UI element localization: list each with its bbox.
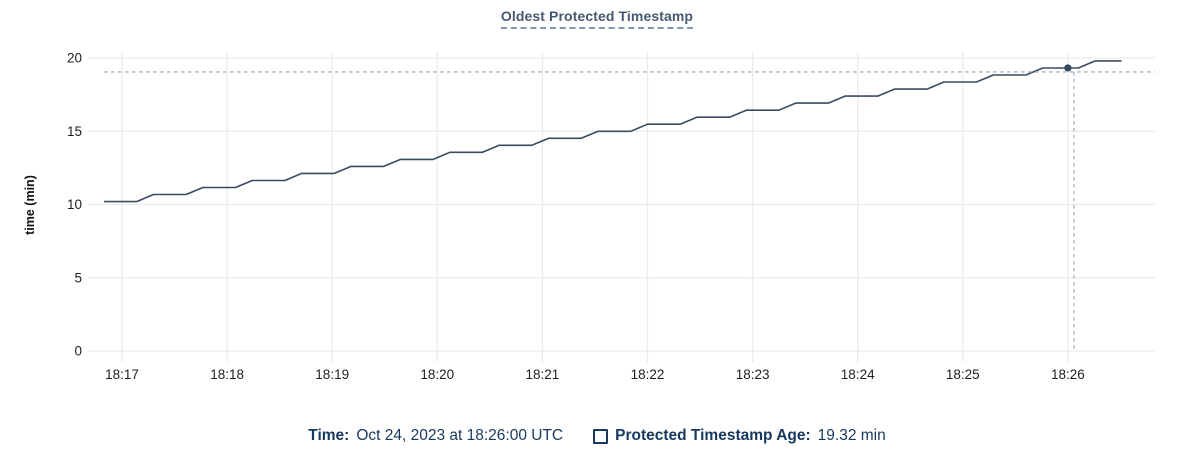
x-tick-label: 18:19: [315, 367, 349, 382]
y-tick-label: 20: [67, 51, 82, 66]
x-tick-label: 18:25: [946, 367, 980, 382]
x-tick-label: 18:22: [631, 367, 665, 382]
y-tick-label: 10: [67, 197, 82, 212]
y-tick-label: 5: [74, 270, 82, 285]
chart-title-row: Oldest Protected Timestamp: [0, 8, 1194, 29]
tooltip-time-label: Time:: [308, 427, 350, 444]
tooltip-series-value: 19.32 min: [817, 427, 886, 444]
y-tick-label: 0: [74, 344, 82, 359]
hover-point-dot[interactable]: [1064, 64, 1072, 72]
chart-title[interactable]: Oldest Protected Timestamp: [500, 8, 694, 29]
x-tick-label: 18:18: [210, 367, 244, 382]
x-tick-label: 18:21: [526, 367, 560, 382]
series-line: [104, 60, 1122, 203]
series-swatch-icon: [593, 428, 609, 444]
x-tick-label: 18:20: [420, 367, 454, 382]
tooltip-time-value: Oct 24, 2023 at 18:26:00 UTC: [356, 427, 564, 444]
x-tick-label: 18:23: [736, 367, 770, 382]
y-tick-label: 15: [67, 124, 82, 139]
x-tick-label: 18:26: [1051, 367, 1085, 382]
x-tick-label: 18:24: [841, 367, 875, 382]
x-tick-label: 18:17: [105, 367, 139, 382]
hover-tooltip-bar: Time: Oct 24, 2023 at 18:26:00 UTC Prote…: [0, 421, 1194, 451]
tooltip-series-label: Protected Timestamp Age:: [615, 427, 811, 444]
line-chart[interactable]: 0 5 10 15 20 18:17 18:18 18:19 18:20 18:21 18:22 18…: [0, 0, 1194, 400]
